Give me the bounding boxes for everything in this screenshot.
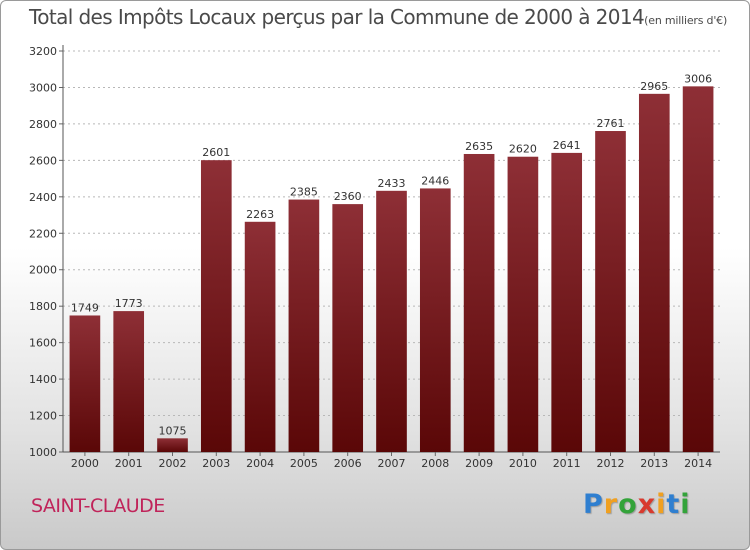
logo-letter: t	[666, 489, 681, 520]
data-label: 2263	[246, 208, 274, 221]
data-label: 2601	[202, 146, 230, 159]
logo-letter: x	[637, 489, 657, 520]
x-tick-label: 2008	[421, 457, 449, 470]
bars	[69, 86, 714, 453]
bar-2009	[463, 153, 495, 453]
data-label: 2385	[290, 186, 318, 199]
data-label: 2620	[509, 143, 537, 156]
logo-letter: i	[680, 489, 691, 520]
bar-2013	[638, 93, 670, 452]
x-tick-label: 2010	[509, 457, 537, 470]
x-tick-label: 2012	[597, 457, 625, 470]
y-tick-label: 1000	[29, 446, 57, 459]
city-name: SAINT-CLAUDE	[31, 495, 165, 517]
x-tick-label: 2014	[684, 457, 712, 470]
bar-2011	[551, 152, 583, 453]
x-tick-label: 2000	[71, 457, 99, 470]
proxiti-logo: Proxiti	[583, 489, 691, 520]
y-tick-label: 2400	[29, 191, 57, 204]
y-tick-label: 3200	[29, 45, 57, 58]
y-tick-label: 2000	[29, 264, 57, 277]
data-label: 2761	[597, 117, 625, 130]
y-tick-label: 2600	[29, 154, 57, 167]
x-tick-label: 2005	[290, 457, 318, 470]
bar-2010	[507, 156, 539, 452]
chart-title-unit: (en milliers d'€)	[644, 14, 728, 27]
data-label: 2635	[465, 140, 493, 153]
chart-title: Total des Impôts Locaux perçus par la Co…	[29, 5, 645, 29]
data-label: 2965	[640, 80, 668, 93]
data-label: 2433	[378, 177, 406, 190]
bar-2001	[113, 311, 145, 452]
bar-2003	[200, 160, 232, 452]
x-tick-label: 2013	[640, 457, 668, 470]
y-tick-label: 1400	[29, 373, 57, 386]
data-label: 1075	[159, 424, 187, 437]
y-tick-label: 3000	[29, 81, 57, 94]
bar-2008	[419, 188, 451, 452]
x-tick-label: 2009	[465, 457, 493, 470]
data-label: 3006	[684, 72, 712, 85]
x-tick-label: 2007	[378, 457, 406, 470]
x-tick-label: 2004	[246, 457, 274, 470]
y-tick-label: 1200	[29, 410, 57, 423]
bar-2005	[288, 199, 320, 452]
data-label: 2446	[421, 174, 449, 187]
logo-letter: i	[656, 489, 667, 520]
bar-2004	[244, 221, 276, 452]
y-tick-label: 1600	[29, 337, 57, 350]
bar-2000	[69, 315, 101, 452]
data-labels: 1749 1773 1075 2601 2263 2385 2360 2433 2446 2635…	[71, 72, 712, 437]
x-tick-label: 2011	[553, 457, 581, 470]
y-tick-label: 2800	[29, 118, 57, 131]
x-tick-label: 2001	[115, 457, 143, 470]
y-tick-label: 1800	[29, 300, 57, 313]
bar-2014	[682, 86, 714, 453]
x-tick-label: 2006	[334, 457, 362, 470]
x-tick-label: 2002	[159, 457, 187, 470]
data-label: 2641	[553, 139, 581, 152]
bar-2012	[595, 131, 626, 452]
data-label: 2360	[334, 190, 362, 203]
bar-2002	[157, 438, 188, 452]
bar-2006	[332, 204, 364, 452]
data-label: 1749	[71, 301, 99, 314]
chart-title-block: Total des Impôts Locaux perçus par la Co…	[29, 5, 727, 29]
data-label: 1773	[115, 297, 143, 310]
x-tick-label: 2003	[202, 457, 230, 470]
y-tick-label: 2200	[29, 227, 57, 240]
logo-letter: P	[583, 489, 604, 520]
logo-letter: o	[618, 489, 638, 520]
bar-2007	[376, 190, 407, 453]
logo-letter: r	[603, 489, 619, 520]
